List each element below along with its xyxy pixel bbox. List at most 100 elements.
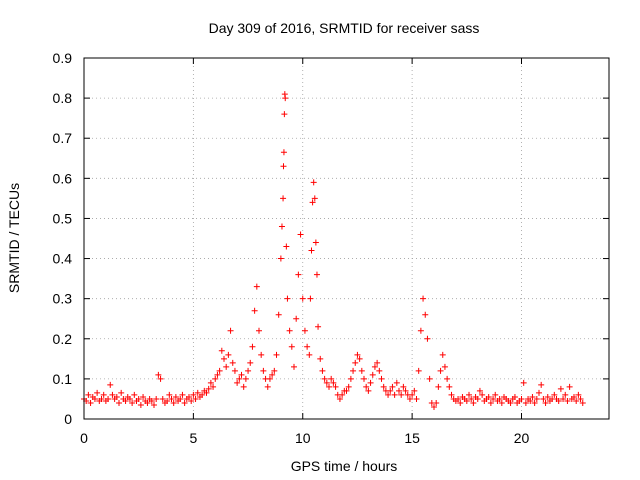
data-point: [264, 383, 271, 390]
data-point: [126, 395, 133, 402]
data-point: [439, 351, 446, 358]
data-point: [374, 359, 381, 366]
data-point: [345, 383, 352, 390]
plot-frame: [83, 57, 610, 420]
data-point: [282, 95, 289, 102]
data-point: [94, 389, 101, 396]
data-point: [441, 363, 448, 370]
data-point: [315, 323, 322, 330]
data-point: [214, 371, 221, 378]
y-tick-label: 0.3: [53, 291, 73, 307]
data-point: [398, 391, 405, 398]
data-point: [85, 391, 92, 398]
data-point: [457, 399, 464, 406]
data-point: [299, 295, 306, 302]
data-point: [417, 327, 424, 334]
data-point: [258, 351, 265, 358]
data-point: [256, 327, 262, 334]
data-point: [435, 383, 442, 390]
data-point: [229, 359, 236, 366]
data-point: [245, 367, 252, 374]
data-point: [260, 367, 267, 374]
data-point: [531, 399, 538, 406]
data-point: [269, 371, 276, 378]
data-point: [518, 395, 525, 402]
data-point: [113, 393, 120, 400]
data-point: [391, 391, 398, 398]
y-tick-label: 0: [64, 411, 72, 427]
data-point: [107, 381, 114, 388]
y-axis-label: SRMTID / TECUs: [6, 183, 22, 293]
data-point: [275, 311, 282, 318]
x-axis-label: GPS time / hours: [291, 458, 398, 474]
data-point: [433, 399, 440, 406]
data-point: [307, 295, 314, 302]
data-point: [422, 311, 429, 318]
data-point: [470, 399, 477, 406]
data-point: [181, 399, 188, 406]
data-point: [231, 367, 238, 374]
data-point: [487, 399, 494, 406]
data-point: [288, 343, 295, 350]
data-point: [426, 375, 433, 382]
data-point: [172, 393, 179, 400]
data-point: [424, 335, 431, 342]
data-point: [350, 367, 357, 374]
data-point: [313, 271, 320, 278]
data-point: [281, 111, 288, 118]
data-point: [396, 387, 402, 394]
data-point: [105, 395, 112, 402]
y-tick-label: 0.8: [53, 90, 73, 106]
data-points: [81, 91, 586, 410]
data-point: [317, 355, 324, 362]
data-point: [312, 239, 319, 246]
data-point: [356, 355, 363, 362]
data-point: [118, 389, 125, 396]
data-point: [227, 327, 234, 334]
data-point: [400, 383, 407, 390]
y-tick-label: 0.9: [53, 50, 73, 66]
data-point: [536, 389, 542, 396]
data-point: [533, 395, 540, 402]
data-point: [186, 393, 192, 400]
data-point: [283, 243, 290, 250]
data-point: [190, 391, 197, 398]
data-point: [148, 397, 155, 404]
data-point: [216, 367, 223, 374]
data-point: [415, 367, 422, 374]
data-point: [310, 179, 317, 186]
data-point: [271, 367, 278, 374]
data-point: [479, 391, 486, 398]
data-point: [544, 393, 551, 400]
data-point: [555, 397, 562, 404]
data-point: [393, 379, 400, 386]
data-point: [291, 363, 297, 370]
data-point: [507, 399, 514, 406]
data-point: [540, 395, 547, 402]
data-point: [277, 255, 284, 262]
data-point: [309, 199, 316, 206]
data-point: [369, 371, 376, 378]
grid: [84, 58, 609, 419]
data-point: [406, 395, 413, 402]
data-point: [511, 393, 518, 400]
data-point: [560, 395, 567, 402]
data-point: [199, 391, 206, 398]
data-point: [297, 231, 304, 238]
data-point: [153, 395, 160, 402]
data-point: [240, 383, 247, 390]
data-point: [151, 401, 157, 408]
data-point: [238, 371, 245, 378]
data-point: [306, 351, 313, 358]
data-point: [371, 363, 378, 370]
data-point: [286, 327, 293, 334]
data-point: [295, 271, 302, 278]
x-tick-label: 15: [404, 430, 420, 446]
data-point: [332, 383, 339, 390]
data-point: [431, 403, 437, 410]
data-point: [319, 367, 326, 374]
data-point: [253, 283, 260, 290]
data-point: [266, 375, 273, 382]
data-point: [354, 351, 361, 358]
